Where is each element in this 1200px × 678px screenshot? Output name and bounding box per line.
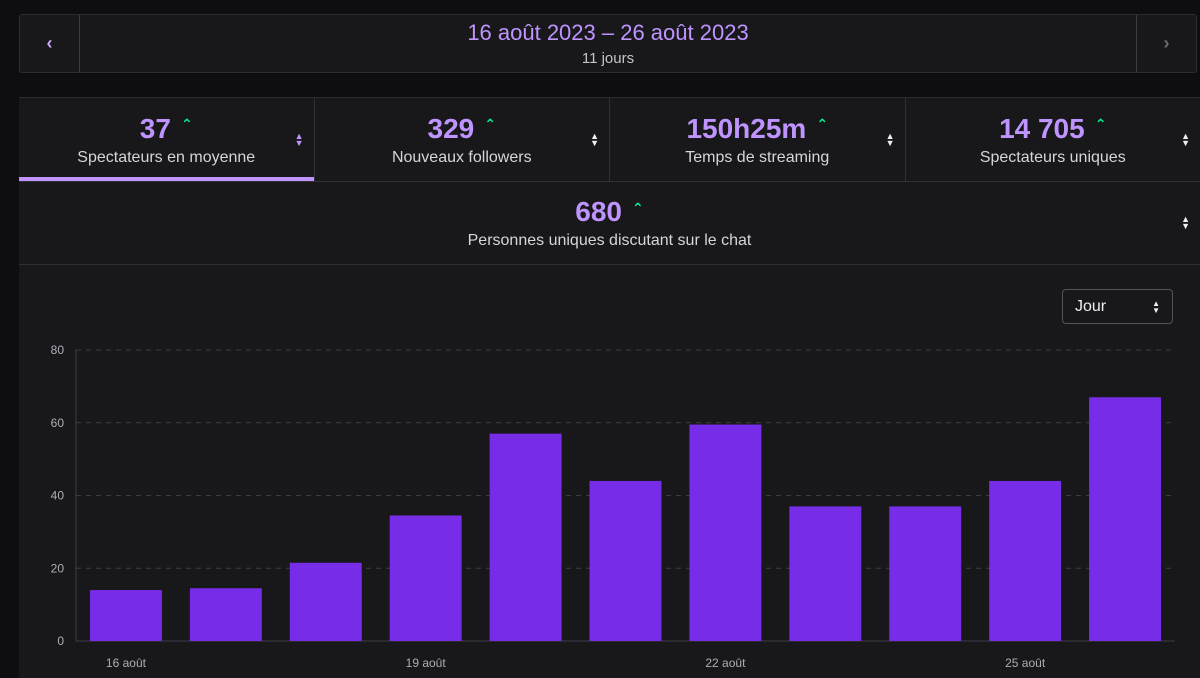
sort-arrows-icon[interactable]: ▲ ▼ [590,130,599,148]
bar[interactable] [189,588,262,641]
y-tick-label: 60 [51,416,65,430]
y-tick-label: 20 [51,561,65,575]
date-range-text: 16 août 2023 – 26 août 2023 [467,20,749,45]
kpi-unique-chatters[interactable]: 680 ⌃ Personnes uniques discutant sur le… [19,182,1200,264]
bar[interactable] [789,506,862,641]
bar[interactable] [589,480,662,641]
bar[interactable] [489,433,562,641]
sort-arrows-icon[interactable]: ▲ ▼ [885,130,895,148]
kpi-unique-viewers[interactable]: 14 705 ⌃ Spectateurs uniques ▲ ▼ [906,98,1200,181]
x-tick-label: 25 août [1005,656,1046,670]
kpi-label: Personnes uniques discutant sur le chat [467,232,752,249]
bar[interactable] [689,424,762,641]
kpi-value: 150h25m [686,112,807,144]
period-select[interactable]: Jour ▲ ▼ [1062,289,1173,324]
period-select-value: Jour [1075,297,1107,315]
bar[interactable] [89,590,162,641]
kpi-label: Spectateurs uniques [979,148,1126,166]
stats-panel: 37 ⌃ Spectateurs en moyenne ▲ ▼ 329 ⌃ Nou… [19,97,1200,678]
y-tick-label: 40 [51,489,65,503]
sort-arrows-icon[interactable]: ▲ ▼ [1181,214,1190,231]
bar-chart: 0 20 40 60 80 16 août 19 août 22 août 25 août [51,343,1175,670]
kpi-value: 680 [575,196,622,227]
bar[interactable] [1089,397,1162,641]
kpi-stream-time[interactable]: 150h25m ⌃ Temps de streaming ▲ ▼ [610,98,906,181]
y-tick-label: 80 [51,343,65,357]
x-tick-label: 16 août [106,656,147,670]
bar[interactable] [989,480,1062,641]
trend-up-icon: ⌃ [816,116,829,132]
date-range-duration: 11 jours [581,50,635,67]
kpi-average-viewers[interactable]: 37 ⌃ Spectateurs en moyenne ▲ ▼ [19,98,315,181]
kpi-value: 37 [139,112,171,144]
date-range-navigator: ‹ 16 août 2023 – 26 août 2023 11 jours › [19,14,1197,73]
x-tick-label: 22 août [705,656,746,670]
kpi-row: 37 ⌃ Spectateurs en moyenne ▲ ▼ 329 ⌃ Nou… [19,98,1200,182]
kpi-value: 14 705 [999,112,1085,144]
trend-up-icon: ⌃ [180,116,193,132]
chevron-right-icon[interactable]: › [1136,15,1196,72]
chevron-left-icon[interactable]: ‹ [20,15,80,72]
bar[interactable] [289,562,362,641]
kpi-new-followers[interactable]: 329 ⌃ Nouveaux followers ▲ ▼ [315,98,610,181]
y-tick-label: 0 [57,634,64,648]
select-arrows-icon: ▲ ▼ [1152,298,1160,315]
trend-up-icon: ⌃ [631,199,644,216]
kpi-label: Nouveaux followers [391,148,532,166]
kpi-value: 329 [427,112,475,144]
kpi-label: Spectateurs en moyenne [77,148,256,166]
bar[interactable] [389,515,462,641]
sort-arrows-icon[interactable]: ▲ ▼ [1181,130,1190,148]
kpi-row-chatters: 680 ⌃ Personnes uniques discutant sur le… [19,182,1200,265]
bar[interactable] [889,506,962,641]
date-range-display: 16 août 2023 – 26 août 2023 11 jours [80,15,1136,72]
kpi-label: Temps de streaming [685,148,830,166]
trend-up-icon: ⌃ [484,116,496,132]
trend-up-icon: ⌃ [1094,116,1107,132]
sort-arrows-icon[interactable]: ▲ ▼ [294,130,304,148]
x-tick-label: 19 août [406,656,447,670]
